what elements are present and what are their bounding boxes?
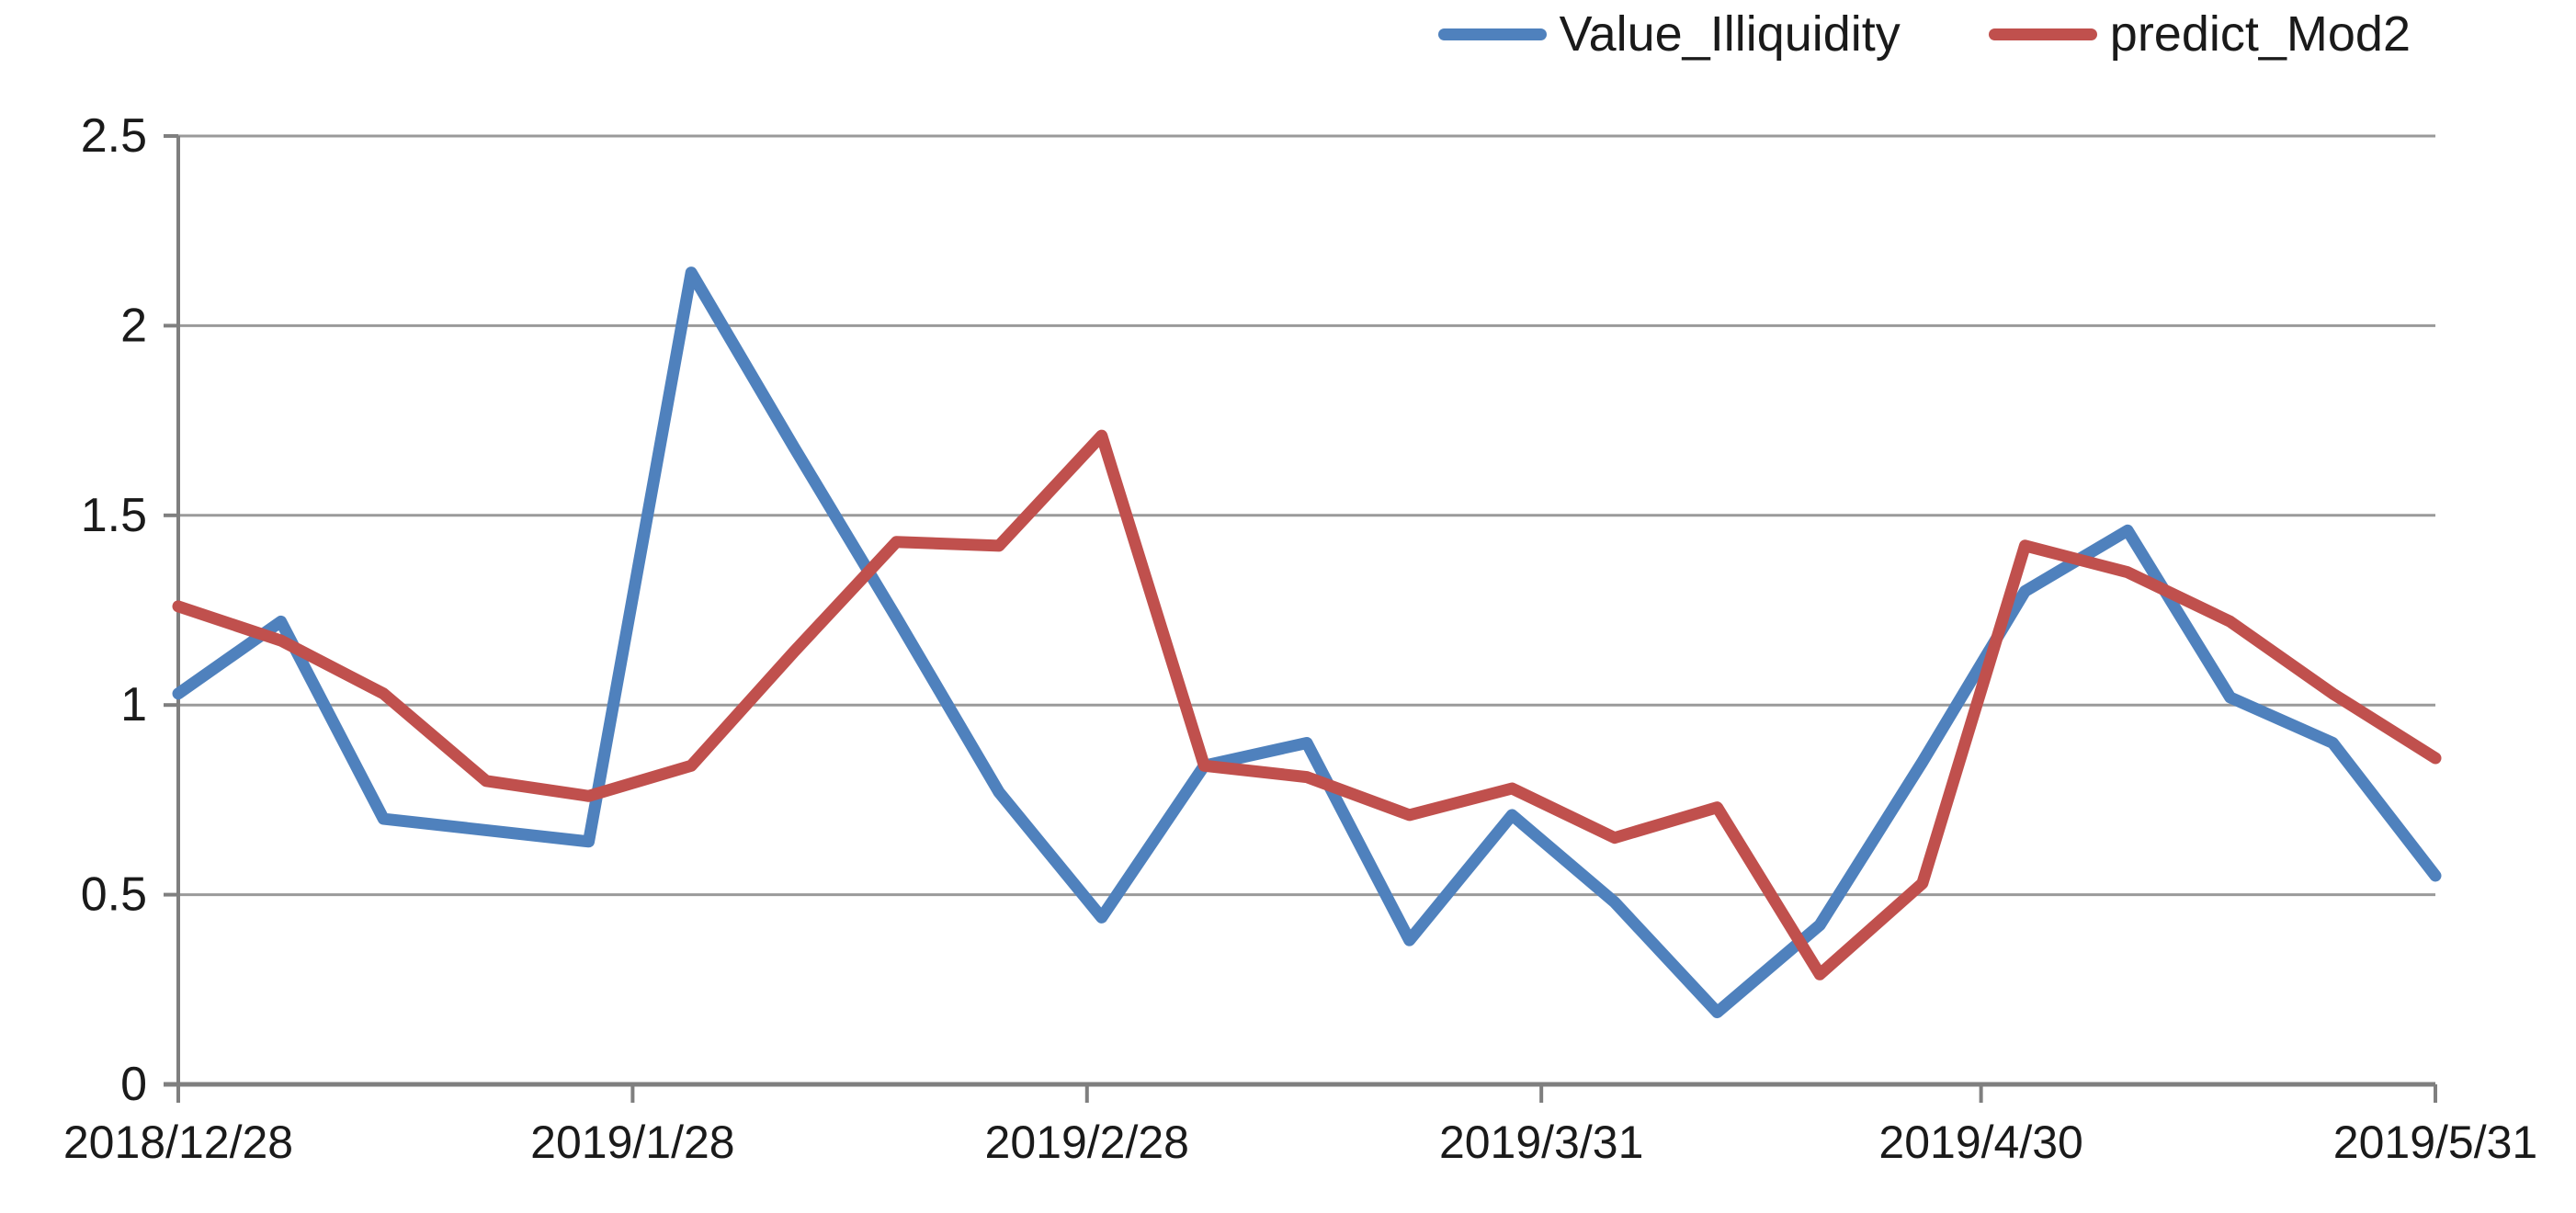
y-axis-label: 1.5 (81, 489, 147, 542)
legend-swatch-red-line (1988, 28, 2097, 40)
legend-label: Value_Illiquidity (1559, 6, 1901, 62)
legend-swatch-blue-line (1437, 28, 1547, 40)
legend-label: predict_Mod2 (2109, 6, 2411, 62)
legend-item-value-illiquidity: Value_Illiquidity (1437, 6, 1901, 62)
series-line-predict_mod2 (172, 429, 2442, 981)
legend-item-predict-mod2: predict_Mod2 (1988, 6, 2411, 62)
x-axis-label: 2019/4/30 (1878, 1117, 2082, 1168)
x-axis-label: 2018/12/28 (63, 1117, 293, 1168)
y-axis-label: 2.5 (81, 109, 147, 163)
legend: Value_Illiquidity predict_Mod2 (1437, 6, 2411, 62)
x-axis-label: 2019/2/28 (985, 1117, 1189, 1168)
x-axis-label: 2019/3/31 (1439, 1117, 1643, 1168)
y-axis-label: 1 (120, 678, 147, 731)
y-axis-label: 2 (120, 299, 147, 352)
series-line-value_illiquidity (172, 266, 2442, 1019)
x-axis-label: 2019/1/28 (530, 1117, 734, 1168)
y-axis-label: 0.5 (81, 868, 147, 922)
x-axis-label: 2019/5/31 (2333, 1117, 2537, 1168)
y-axis-label: 0 (120, 1058, 147, 1111)
